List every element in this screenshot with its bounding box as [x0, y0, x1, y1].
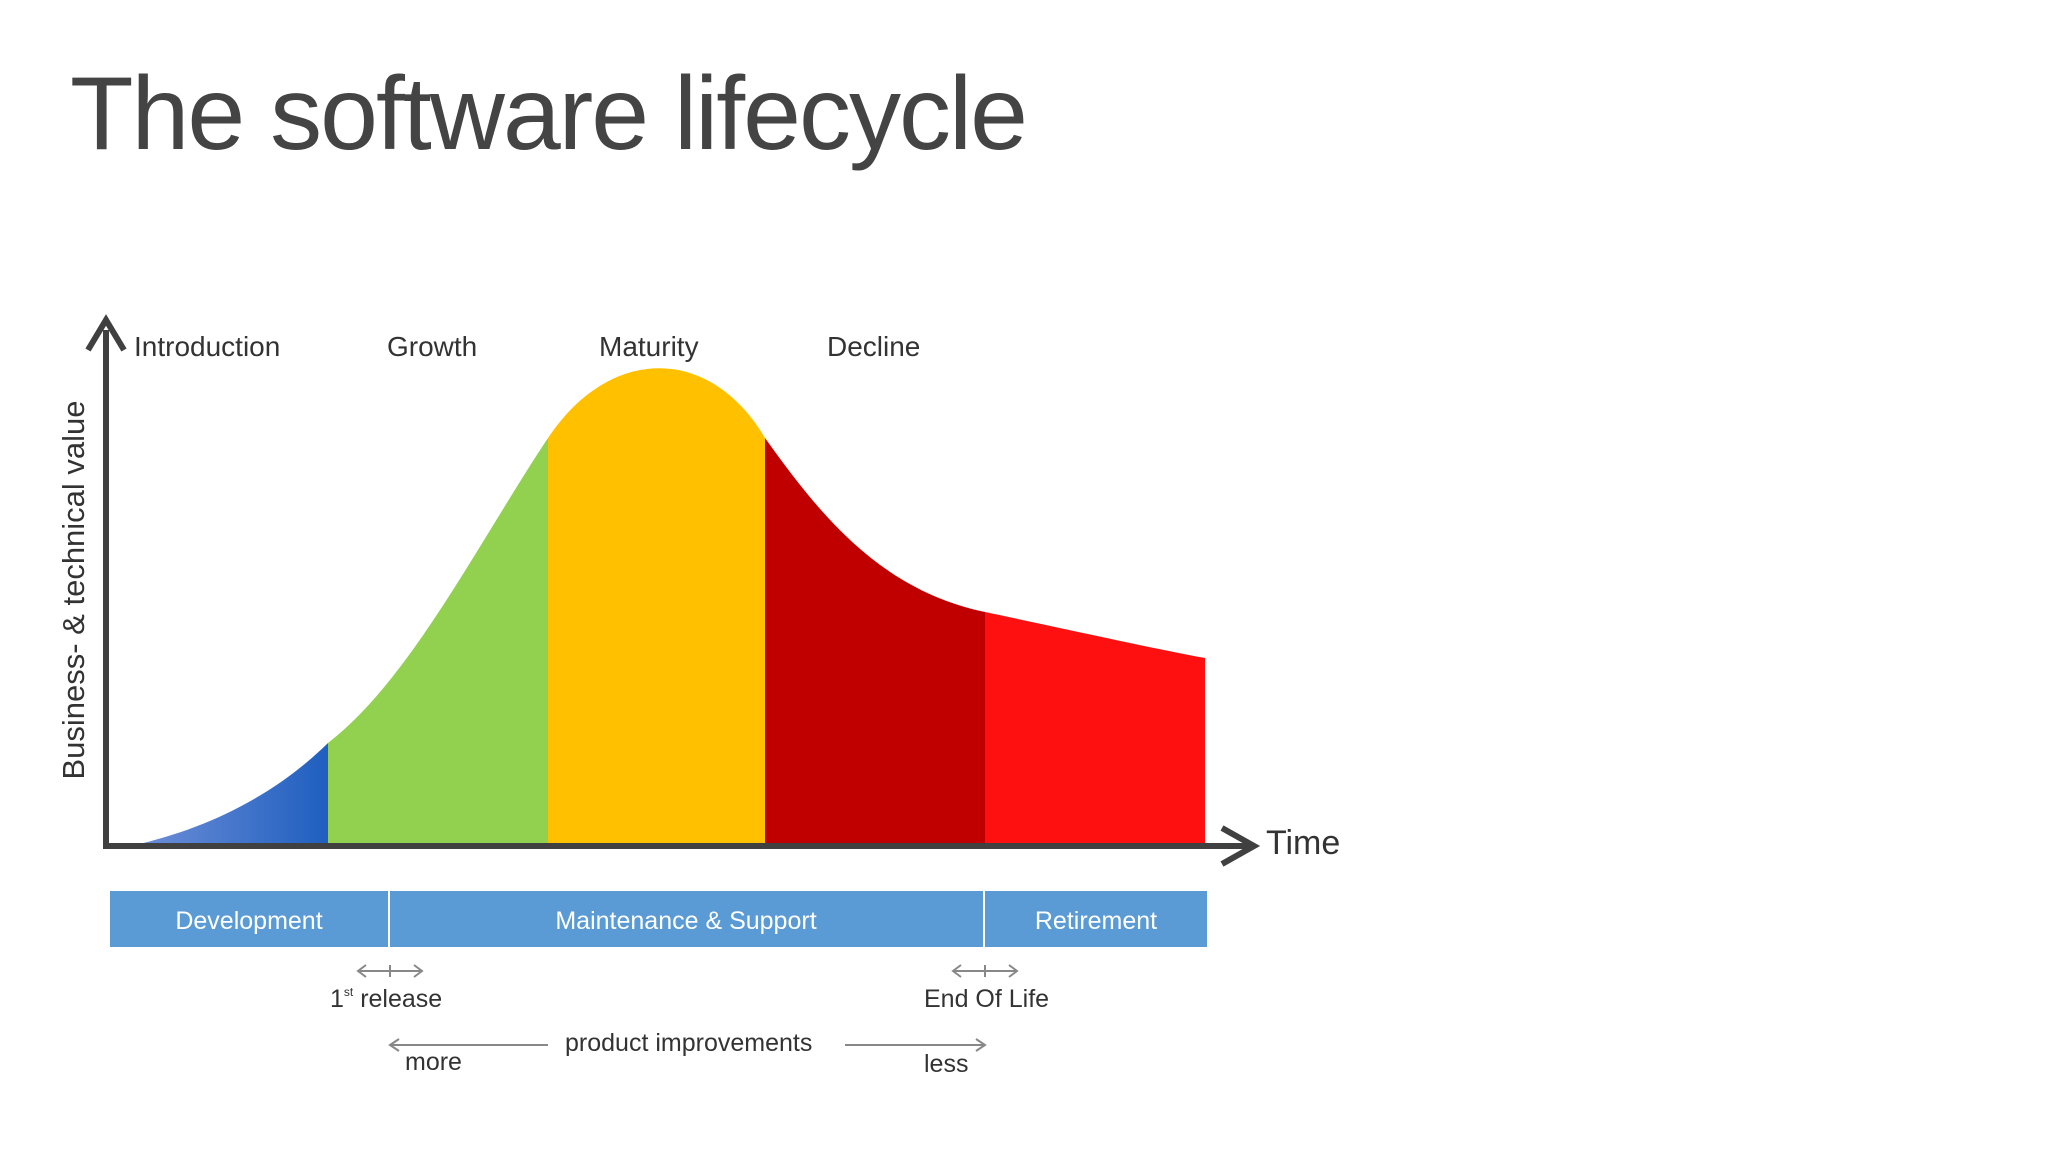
phase-label-maturity: Maturity: [599, 331, 699, 362]
phase-label-growth: Growth: [387, 331, 477, 362]
stage-maintenance-support: [390, 891, 983, 947]
stage-development: [110, 891, 388, 947]
y-axis-arrowhead: [85, 314, 127, 352]
phase-label-decline: Decline: [827, 331, 920, 362]
less-label: less: [924, 1050, 968, 1078]
end-of-life-arrow-icon: [951, 964, 1019, 978]
product-improvements-label: product improvements: [565, 1029, 812, 1057]
x-axis-arrowhead: [1220, 825, 1261, 867]
more-label: more: [405, 1048, 462, 1076]
stage-label-retirement: Retirement: [1035, 907, 1157, 935]
retirement-area: [985, 612, 1205, 845]
y-axis-label: Business- & technical value: [56, 400, 91, 779]
end-of-life-label: End Of Life: [924, 985, 1049, 1013]
decline-area: [765, 438, 985, 845]
x-axis-label: Time: [1266, 824, 1340, 862]
introduction-area: [135, 743, 328, 845]
first-release-label: 1st release: [330, 985, 442, 1013]
first-release-arrow-icon: [356, 964, 424, 978]
maturity-area: [548, 368, 765, 845]
improvements-right-arrow-icon: [845, 1038, 987, 1052]
page-title: The software lifecycle: [70, 56, 1028, 172]
stage-label-maintenance-support: Maintenance & Support: [555, 907, 816, 935]
phase-label-introduction: Introduction: [134, 331, 280, 362]
stage-retirement: [985, 891, 1207, 947]
stage-label-development: Development: [175, 907, 322, 935]
growth-area: [328, 438, 548, 845]
improvements-left-arrow-icon: [388, 1038, 548, 1052]
